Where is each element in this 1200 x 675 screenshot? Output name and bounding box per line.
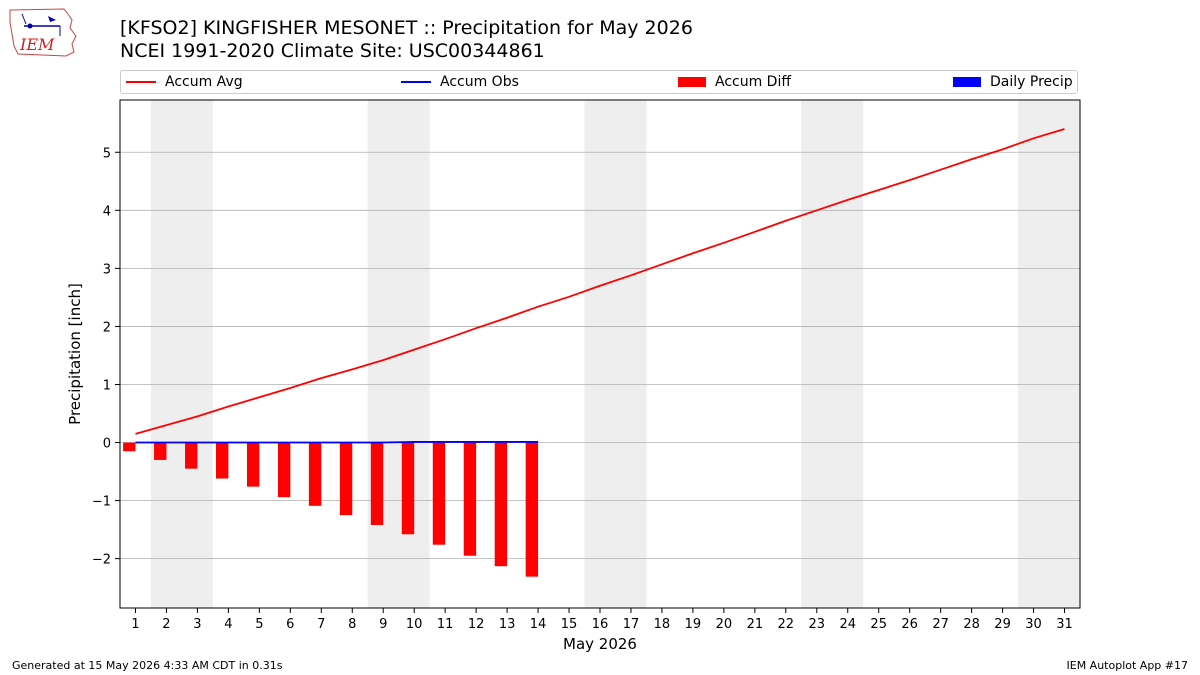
x-tick-label-20: 20 <box>716 617 733 632</box>
x-tick-label-18: 18 <box>654 617 671 632</box>
footer-generated: Generated at 15 May 2026 4:33 AM CDT in … <box>12 659 283 672</box>
bar-accum-diff-13 <box>494 442 508 567</box>
weekend-shade-0 <box>150 100 213 608</box>
footer-app: IEM Autoplot App #17 <box>1066 659 1189 672</box>
x-tick-label-1: 1 <box>131 617 139 632</box>
x-tick-label-24: 24 <box>839 617 856 632</box>
logo-text: IEM <box>19 35 55 54</box>
x-tick-label-30: 30 <box>1025 617 1042 632</box>
legend-swatch-daily-precip <box>953 77 981 87</box>
bar-accum-diff-5 <box>246 442 260 487</box>
x-tick-label-4: 4 <box>224 617 232 632</box>
x-tick-label-10: 10 <box>406 617 423 632</box>
bar-accum-diff-11 <box>432 442 446 545</box>
bar-accum-diff-9 <box>370 442 384 525</box>
legend-label-accum-diff: Accum Diff <box>715 74 792 90</box>
legend-item-accum-avg: Accum Avg <box>126 74 243 90</box>
y-tick-label-5: 3 <box>103 262 111 277</box>
x-tick-label-2: 2 <box>162 617 170 632</box>
bar-accum-diff-4 <box>216 442 229 479</box>
x-tick-label-16: 16 <box>592 617 609 632</box>
y-tick-label-6: 4 <box>103 204 111 219</box>
x-tick-label-21: 21 <box>747 617 764 632</box>
x-tick-label-29: 29 <box>994 617 1011 632</box>
legend-label-daily-precip: Daily Precip <box>990 74 1073 90</box>
bar-accum-diff-3 <box>185 442 198 469</box>
legend-item-daily-precip: Daily Precip <box>953 74 1073 90</box>
x-tick-label-12: 12 <box>468 617 485 632</box>
bar-accum-diff-12 <box>463 442 477 556</box>
title-line-1: [KFSO2] KINGFISHER MESONET :: Precipitat… <box>120 17 693 39</box>
chart-title: [KFSO2] KINGFISHER MESONET :: Precipitat… <box>120 17 693 63</box>
y-axis-label: Precipitation [inch] <box>66 283 84 425</box>
legend-item-accum-obs: Accum Obs <box>401 74 519 90</box>
y-tick-label-3: 1 <box>103 378 111 393</box>
line-accum-avg <box>135 128 1065 435</box>
iem-logo: IEM <box>8 6 80 60</box>
iem-logo-graphic: IEM <box>9 8 77 57</box>
bar-accum-diff-6 <box>277 442 291 498</box>
weekend-shade-2 <box>584 100 647 608</box>
x-tick-label-23: 23 <box>809 617 826 632</box>
y-tick-label-1: −1 <box>92 495 111 510</box>
x-tick-label-9: 9 <box>379 617 387 632</box>
bar-accum-diff-2 <box>154 442 167 460</box>
x-tick-label-22: 22 <box>778 617 795 632</box>
x-tick-label-11: 11 <box>437 617 454 632</box>
x-tick-label-6: 6 <box>286 617 294 632</box>
x-axis-label: May 2026 <box>563 635 637 653</box>
y-tick-label-2: 0 <box>103 437 111 452</box>
legend-item-accum-diff: Accum Diff <box>678 74 791 90</box>
x-tick-label-3: 3 <box>193 617 201 632</box>
legend-label-accum-avg: Accum Avg <box>165 74 243 90</box>
legend-label-accum-obs: Accum Obs <box>440 74 519 90</box>
legend: Accum Avg Accum Obs Accum Diff Daily Pre… <box>120 70 1078 94</box>
bar-accum-diff-8 <box>339 442 353 516</box>
bar-accum-diff-10 <box>401 442 415 535</box>
x-tick-label-25: 25 <box>870 617 887 632</box>
x-tick-label-26: 26 <box>901 617 918 632</box>
x-tick-label-28: 28 <box>963 617 980 632</box>
y-tick-label-0: −2 <box>92 553 111 568</box>
bar-accum-diff-14 <box>525 442 539 577</box>
title-line-2: NCEI 1991-2020 Climate Site: USC00344861 <box>120 40 545 62</box>
x-tick-label-17: 17 <box>623 617 640 632</box>
x-tick-label-27: 27 <box>932 617 949 632</box>
y-tick-label-7: 5 <box>103 146 111 161</box>
x-tick-label-7: 7 <box>317 617 325 632</box>
x-tick-label-5: 5 <box>255 617 263 632</box>
y-tick-label-4: 2 <box>103 320 111 335</box>
bar-accum-diff-7 <box>308 442 322 506</box>
x-tick-label-19: 19 <box>685 617 702 632</box>
weekend-shade-3 <box>801 100 864 608</box>
x-tick-label-8: 8 <box>348 617 356 632</box>
legend-swatch-accum-diff <box>678 77 706 87</box>
x-tick-label-14: 14 <box>530 617 547 632</box>
x-tick-label-31: 31 <box>1056 617 1073 632</box>
legend-swatch-accum-avg <box>126 81 156 83</box>
x-tick-label-15: 15 <box>561 617 578 632</box>
legend-swatch-accum-obs <box>401 81 431 83</box>
line-accum-obs <box>135 441 539 444</box>
x-tick-label-13: 13 <box>499 617 516 632</box>
weekend-shade-4 <box>1018 100 1080 608</box>
bar-accum-diff-1 <box>123 442 136 452</box>
